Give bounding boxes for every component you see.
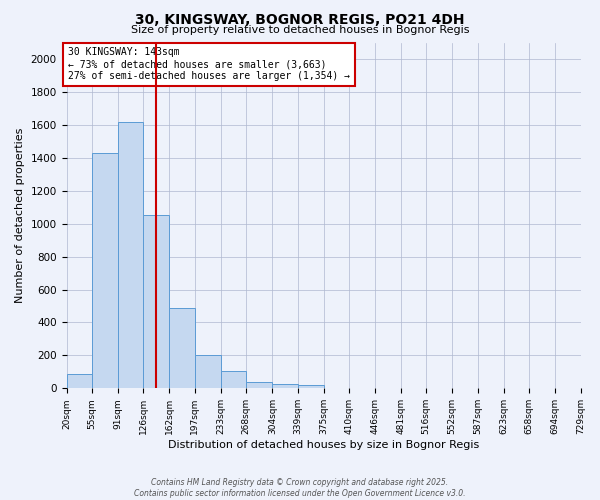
Text: 30, KINGSWAY, BOGNOR REGIS, PO21 4DH: 30, KINGSWAY, BOGNOR REGIS, PO21 4DH <box>135 12 465 26</box>
Bar <box>195 354 221 388</box>
Bar <box>118 122 143 388</box>
Bar <box>143 214 169 388</box>
Y-axis label: Number of detached properties: Number of detached properties <box>15 128 25 303</box>
X-axis label: Distribution of detached houses by size in Bognor Regis: Distribution of detached houses by size … <box>168 440 479 450</box>
Bar <box>67 374 92 388</box>
Text: 30 KINGSWAY: 143sqm
← 73% of detached houses are smaller (3,663)
27% of semi-det: 30 KINGSWAY: 143sqm ← 73% of detached ho… <box>68 48 350 80</box>
Bar <box>247 382 272 388</box>
Bar <box>92 153 118 388</box>
Text: Size of property relative to detached houses in Bognor Regis: Size of property relative to detached ho… <box>131 25 469 35</box>
Text: Contains HM Land Registry data © Crown copyright and database right 2025.
Contai: Contains HM Land Registry data © Crown c… <box>134 478 466 498</box>
Bar <box>169 308 195 388</box>
Bar <box>272 384 298 388</box>
Bar <box>221 371 247 388</box>
Bar <box>298 385 324 388</box>
